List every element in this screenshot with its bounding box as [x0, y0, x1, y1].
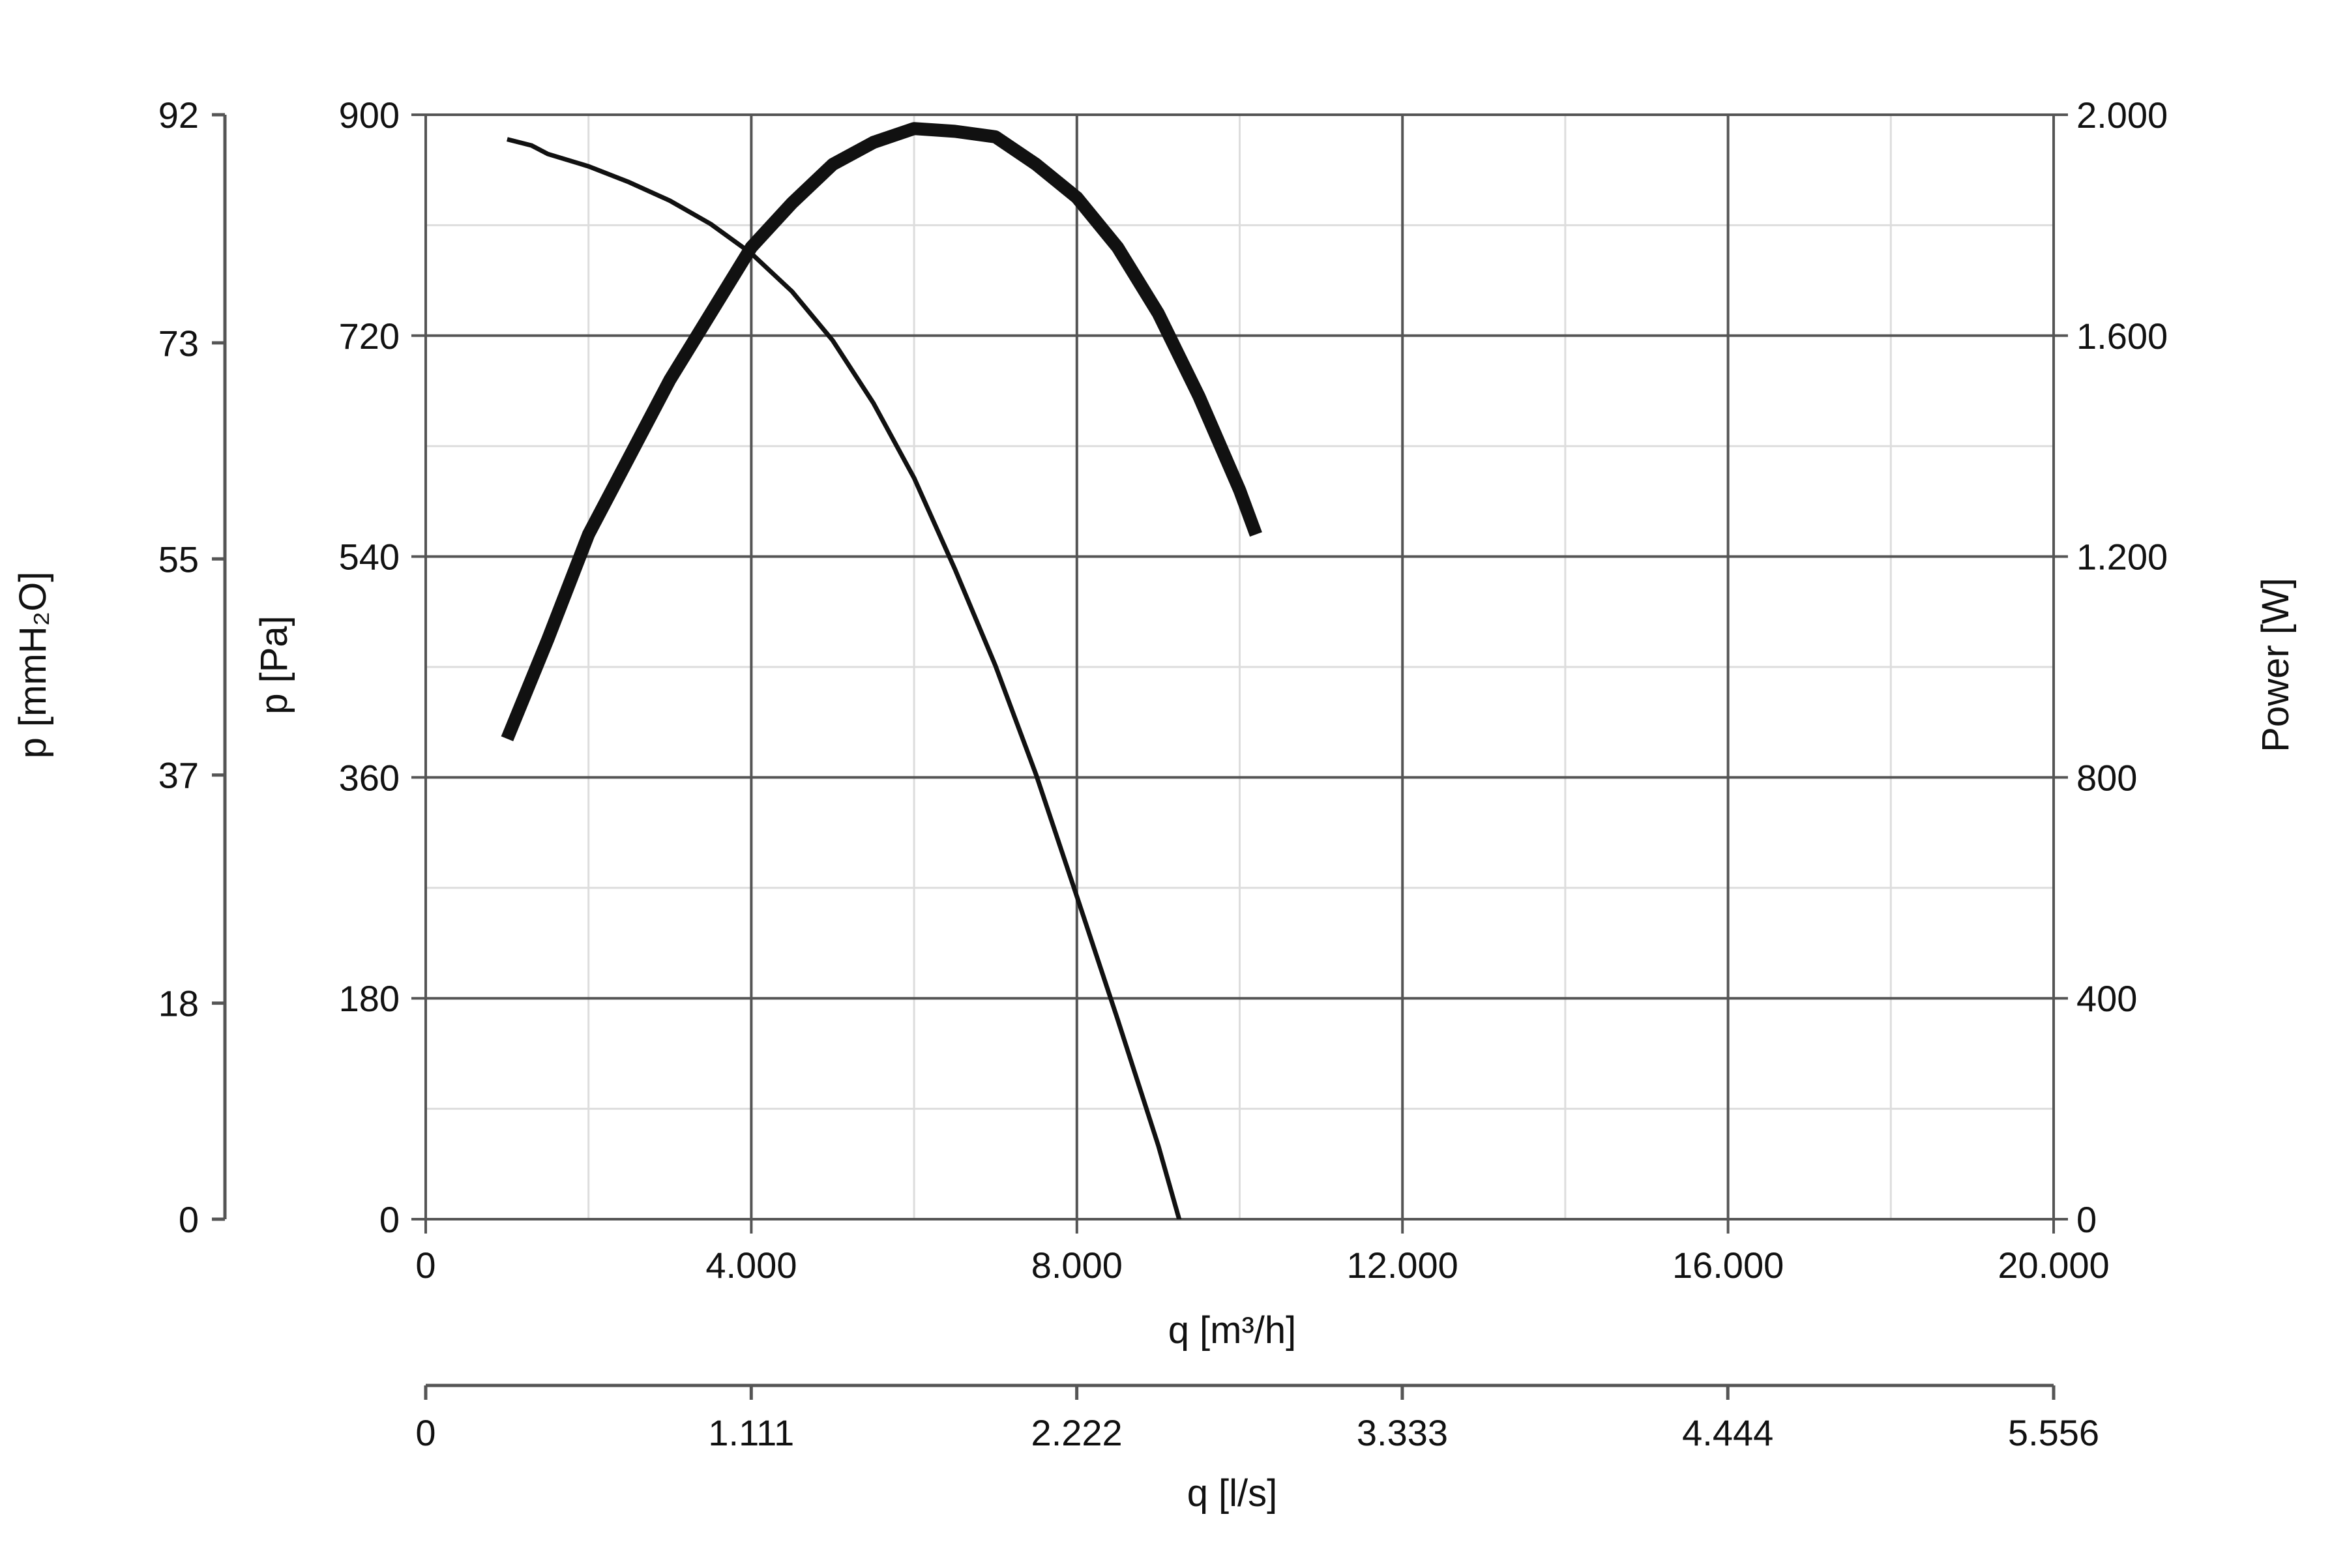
y-right-tick-label: 1.600 — [2076, 316, 2168, 357]
pressure-curve-line — [507, 137, 1182, 1219]
y-outer-tick-label: 73 — [158, 323, 199, 364]
x-tick-label: 8.000 — [1031, 1245, 1123, 1286]
y-right-tick-label: 400 — [2076, 978, 2137, 1019]
x-tick-label: 16.000 — [1672, 1245, 1784, 1286]
x-tick-label: 20.000 — [1998, 1245, 2109, 1286]
x2-axis-title: q [l/s] — [1187, 1472, 1278, 1515]
y-axis-title: p [Pa] — [253, 615, 295, 715]
minor-grid — [426, 115, 2054, 1219]
y-right-tick-label: 1.200 — [2076, 537, 2168, 578]
y-outer-tick-label: 37 — [158, 755, 199, 796]
y-tick-label: 720 — [339, 316, 400, 357]
major-grid — [424, 113, 2055, 1220]
x2-tick-label: 1.111 — [708, 1412, 794, 1453]
x-tick-label: 12.000 — [1347, 1245, 1458, 1286]
y-right-tick-label: 0 — [2076, 1199, 2097, 1240]
y-tick-label: 900 — [339, 95, 400, 136]
x2-tick-label: 4.444 — [1682, 1412, 1773, 1453]
x-axis-title: q [m³/h] — [1168, 1309, 1297, 1352]
x-tick-label: 4.000 — [705, 1245, 797, 1286]
y-outer-tick-label: 92 — [158, 95, 199, 136]
x2-tick-label: 5.556 — [2008, 1412, 2099, 1453]
x-tick-label: 0 — [415, 1245, 435, 1286]
y-outer-tick-label: 18 — [158, 983, 199, 1024]
y-outer-axis-title: p [mmH₂O] — [12, 572, 54, 759]
x2-tick-label: 3.333 — [1357, 1412, 1448, 1453]
y-tick-label: 360 — [339, 757, 400, 798]
series-layer — [501, 122, 1262, 1219]
y-tick-label: 540 — [339, 537, 400, 578]
power-curve-line — [501, 122, 1262, 741]
x2-tick-label: 2.222 — [1031, 1412, 1123, 1453]
y-tick-label: 180 — [339, 978, 400, 1019]
x2-tick-label: 0 — [415, 1412, 435, 1453]
y-right-axis-title: Power [W] — [2254, 578, 2297, 752]
y-outer-tick-label: 0 — [179, 1199, 199, 1240]
y-right-tick-label: 2.000 — [2076, 95, 2168, 136]
axes — [212, 113, 2068, 1400]
tick-labels: 0 18 37 55 73 92 0 180 360 540 720 900 0 400 800 1.200 1… — [158, 95, 2168, 1453]
y-outer-tick-label: 55 — [158, 539, 199, 580]
y-right-tick-label: 800 — [2076, 757, 2137, 798]
y-tick-label: 0 — [379, 1199, 400, 1240]
